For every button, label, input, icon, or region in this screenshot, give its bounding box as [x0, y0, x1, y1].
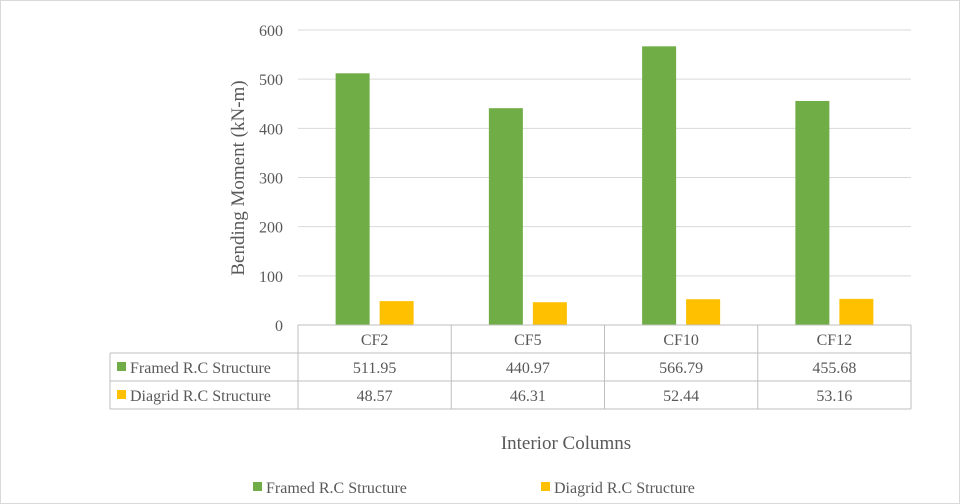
- x-tick-label: CF10: [663, 332, 699, 349]
- table-cell-value: 53.16: [816, 388, 852, 405]
- legend: Framed R.C Structure Diagrid R.C Structur…: [253, 480, 695, 497]
- bar: [488, 108, 523, 325]
- y-tick-label: 500: [259, 72, 283, 89]
- gridlines: [298, 29, 911, 326]
- bar: [795, 100, 830, 325]
- table-series-label: Framed R.C Structure: [130, 360, 271, 377]
- bar: [532, 302, 567, 325]
- bar: [686, 299, 721, 325]
- table-cell-value: 566.79: [659, 360, 703, 377]
- legend-key: [253, 482, 262, 491]
- table-cell-value: 52.44: [663, 388, 699, 405]
- y-tick-label: 200: [259, 220, 283, 237]
- y-tick-label: 0: [275, 318, 283, 335]
- table-legend-key: [117, 390, 126, 399]
- y-tick-label: 100: [259, 269, 283, 286]
- table-cell-value: 511.95: [353, 360, 396, 377]
- y-axis-ticks: 0 100 200 300 400 500 600: [259, 23, 283, 335]
- table-series-label: Diagrid R.C Structure: [130, 388, 271, 405]
- bar: [839, 298, 874, 325]
- x-tick-label: CF2: [361, 332, 389, 349]
- bar: [335, 73, 370, 325]
- bar: [379, 301, 414, 325]
- y-axis-title: Bending Moment (kN-m): [228, 80, 249, 275]
- table-cell-value: 440.97: [506, 360, 550, 377]
- table-cell-value: 48.57: [357, 388, 393, 405]
- legend-key: [541, 482, 550, 491]
- table-cell-value: 455.68: [812, 360, 856, 377]
- legend-label: Framed R.C Structure: [266, 480, 407, 497]
- table-cell-value: 46.31: [510, 388, 546, 405]
- x-tick-label: CF5: [514, 332, 542, 349]
- bar: [642, 46, 677, 326]
- y-tick-label: 400: [259, 121, 283, 138]
- legend-label: Diagrid R.C Structure: [554, 480, 695, 497]
- x-axis-title: Interior Columns: [501, 433, 631, 454]
- data-table: CF2 CF5 CF10 CF12 Framed R.C Structure 511.95…: [109, 324, 912, 410]
- x-tick-label: CF12: [817, 332, 853, 349]
- y-tick-label: 300: [259, 171, 283, 188]
- table-legend-key: [117, 362, 126, 371]
- y-tick-label: 600: [259, 23, 283, 40]
- bars: [335, 46, 874, 326]
